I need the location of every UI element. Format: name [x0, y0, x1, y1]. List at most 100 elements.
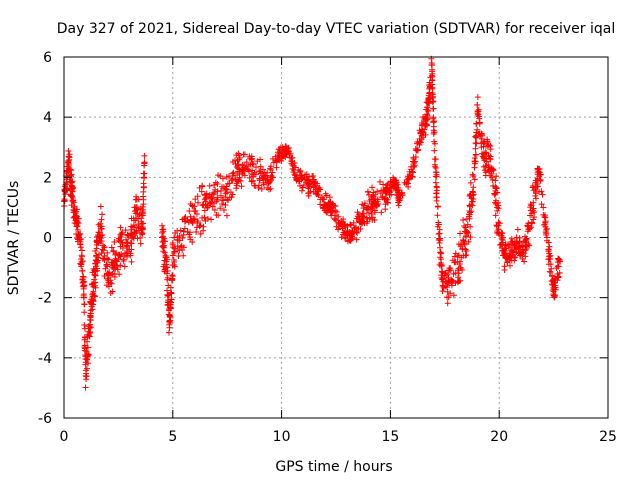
data-point [252, 164, 259, 171]
data-point [532, 195, 539, 202]
data-point [84, 344, 91, 351]
data-point [133, 227, 140, 234]
x-axis-label: GPS time / hours [275, 459, 392, 475]
data-point [262, 172, 269, 179]
data-point [450, 271, 457, 278]
data-point [121, 250, 128, 257]
data-point [162, 238, 169, 245]
data-point [140, 188, 147, 195]
data-point [103, 261, 110, 268]
x-tick-label: 10 [273, 429, 291, 445]
data-point [331, 216, 338, 223]
data-point [431, 147, 438, 154]
data-point [382, 206, 389, 213]
data-point [88, 303, 95, 310]
data-point [186, 207, 193, 214]
data-point [160, 248, 167, 255]
data-point [385, 180, 392, 187]
data-point [438, 268, 445, 275]
data-point [341, 235, 348, 242]
data-point [421, 126, 428, 133]
data-point [171, 248, 178, 255]
data-point [488, 168, 495, 175]
data-point [310, 173, 317, 180]
data-point [544, 234, 551, 241]
data-point [551, 294, 558, 301]
data-point [435, 230, 442, 237]
data-point [83, 373, 90, 380]
data-point [438, 272, 445, 279]
data-point [84, 353, 91, 360]
data-point [208, 194, 215, 201]
data-point [543, 225, 550, 232]
data-point [555, 274, 562, 281]
data-point [472, 145, 479, 152]
data-point [330, 207, 337, 214]
data-point [269, 155, 276, 162]
data-point [61, 183, 68, 190]
data-point [90, 288, 97, 295]
data-point [479, 131, 486, 138]
data-point [495, 205, 502, 212]
data-point [98, 235, 105, 242]
data-point [549, 273, 556, 280]
data-point [128, 235, 135, 242]
data-point [388, 184, 395, 191]
data-point [237, 177, 244, 184]
data-point [102, 265, 109, 272]
data-point [317, 196, 324, 203]
data-point [233, 185, 240, 192]
data-point [92, 248, 99, 255]
data-point [498, 235, 505, 242]
data-point [118, 230, 125, 237]
data-point [466, 213, 473, 220]
data-point [166, 314, 173, 321]
data-point [167, 305, 174, 312]
data-point [201, 214, 208, 221]
data-point [164, 292, 171, 299]
data-point [503, 255, 510, 262]
data-point [435, 221, 442, 228]
data-point [111, 270, 118, 277]
data-point [487, 142, 494, 149]
data-point [409, 173, 416, 180]
data-point [103, 261, 110, 268]
data-point [357, 226, 364, 233]
data-point [465, 229, 472, 236]
x-tick-label: 15 [381, 429, 399, 445]
data-point [211, 207, 218, 214]
data-point [444, 300, 451, 307]
data-point [99, 231, 106, 238]
data-point [81, 309, 88, 316]
data-point [450, 292, 457, 299]
data-point [91, 292, 98, 299]
data-point [69, 198, 76, 205]
data-point [501, 263, 508, 270]
data-point [193, 211, 200, 218]
data-point [493, 184, 500, 191]
data-point [223, 212, 230, 219]
data-point [365, 188, 372, 195]
data-point [295, 167, 302, 174]
data-point [429, 76, 436, 83]
data-point [347, 221, 354, 228]
data-point [95, 254, 102, 261]
data-point [447, 290, 454, 297]
data-point [528, 220, 535, 227]
data-point [286, 151, 293, 158]
y-tick-label: 6 [43, 50, 52, 66]
data-point [65, 168, 72, 175]
data-point [550, 279, 557, 286]
data-point [433, 187, 440, 194]
data-point [457, 243, 464, 250]
data-point [159, 222, 166, 229]
data-point [431, 138, 438, 145]
data-point [554, 271, 561, 278]
data-point [552, 282, 559, 289]
data-point [367, 206, 374, 213]
data-point [437, 235, 444, 242]
data-point [107, 290, 114, 297]
data-point [232, 157, 239, 164]
